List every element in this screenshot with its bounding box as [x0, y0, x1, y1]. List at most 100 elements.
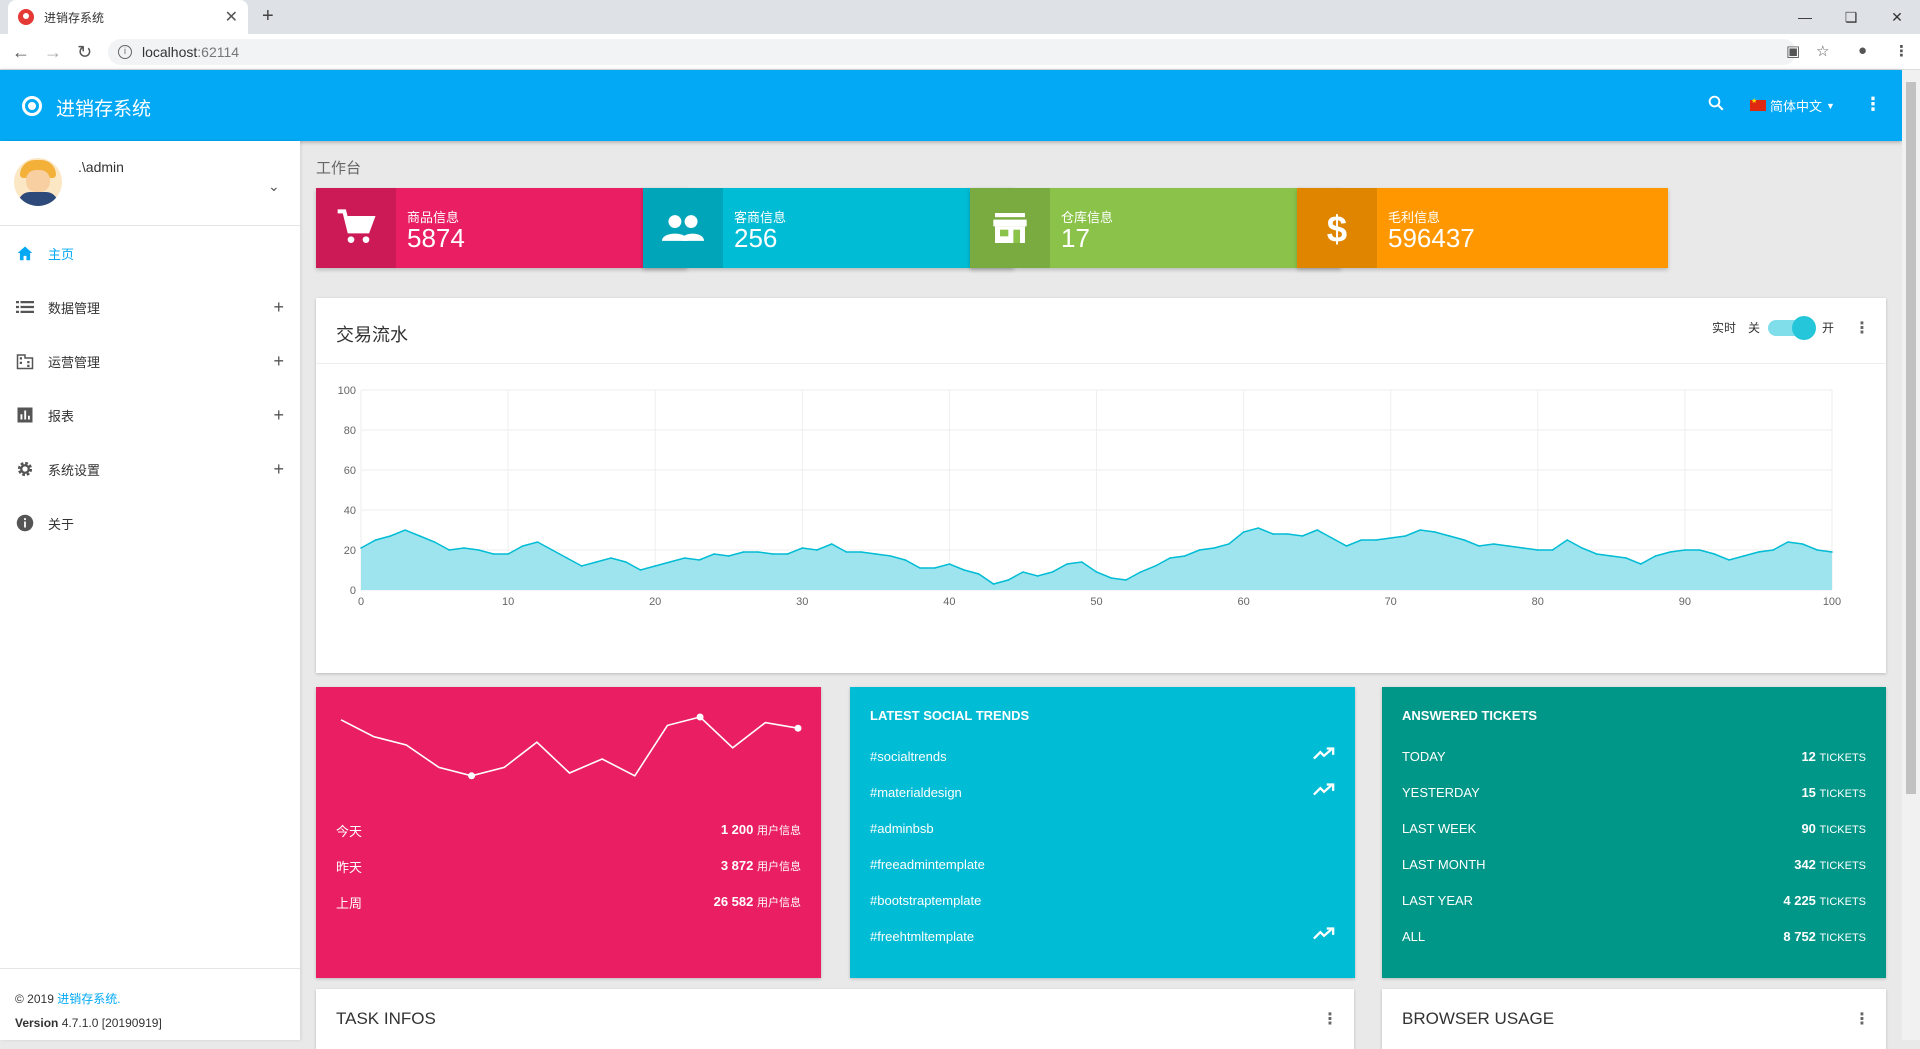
- svg-text:$: $: [1327, 208, 1347, 248]
- app-title[interactable]: 进销存系统: [56, 99, 152, 120]
- ticket-row-unit: TICKETS: [1819, 859, 1866, 872]
- daily-row-value: 1 200: [720, 822, 754, 837]
- expand-plus-icon[interactable]: +: [273, 404, 284, 425]
- data-point: [845, 551, 848, 553]
- data-point: [1125, 579, 1127, 581]
- trend-row[interactable]: #socialtrends: [870, 746, 1335, 766]
- data-point: [786, 553, 789, 555]
- trend-tag[interactable]: #materialdesign: [870, 784, 962, 800]
- data-point: [522, 545, 524, 547]
- user-info: .\admin ⌄: [0, 141, 300, 226]
- url-input[interactable]: i localhost:62114: [108, 39, 1796, 65]
- trend-row[interactable]: #freehtmltemplate: [870, 926, 1335, 946]
- trend-row[interactable]: #freeadmintemplate: [870, 854, 1335, 874]
- china-flag-icon: [1750, 97, 1766, 111]
- data-point: [360, 547, 362, 549]
- ticket-row: YESTERDAY 15 TICKETS: [1402, 782, 1866, 802]
- username: .\admin: [78, 159, 124, 175]
- expand-plus-icon[interactable]: +: [273, 458, 284, 479]
- card-menu-icon[interactable]: ⋮: [1854, 1011, 1870, 1028]
- forward-icon[interactable]: →: [44, 42, 62, 62]
- sidebar-item-1[interactable]: 数据管理 +: [0, 280, 300, 334]
- trend-tag[interactable]: #adminbsb: [870, 820, 934, 836]
- info-box-cart[interactable]: 商品信息 5874: [316, 188, 687, 268]
- trend-row[interactable]: #bootstraptemplate: [870, 890, 1335, 910]
- data-point: [757, 551, 759, 553]
- browser-menu-icon[interactable]: ⋮: [1894, 43, 1909, 60]
- footer-brand-link[interactable]: 进销存系统.: [57, 992, 121, 1006]
- realtime-on-label: 开: [1821, 321, 1834, 335]
- y-tick-label: 40: [344, 505, 356, 517]
- translate-icon[interactable]: ▣: [1786, 43, 1801, 60]
- transactions-title: 交易流水: [336, 325, 408, 345]
- new-tab-button[interactable]: +: [262, 5, 274, 27]
- trend-row[interactable]: #materialdesign: [870, 782, 1335, 802]
- profile-icon[interactable]: ●: [1858, 42, 1868, 59]
- data-point: [904, 559, 907, 561]
- data-point: [727, 555, 730, 557]
- data-point: [507, 553, 509, 555]
- data-point: [1360, 539, 1363, 541]
- daily-row-value-wrap: 1 200 用户信息: [721, 822, 801, 838]
- data-point: [1566, 539, 1569, 541]
- sidebar-item-0[interactable]: 主页: [0, 226, 300, 280]
- data-point: [1051, 571, 1054, 573]
- x-tick-label: 80: [1532, 596, 1544, 608]
- trend-tag[interactable]: #freeadmintemplate: [870, 856, 985, 872]
- scrollbar-thumb[interactable]: [1906, 82, 1916, 794]
- trend-row[interactable]: #adminbsb: [870, 818, 1335, 838]
- data-point: [1022, 571, 1024, 573]
- search-icon[interactable]: [1707, 94, 1725, 112]
- copyright: © 2019: [15, 992, 54, 1006]
- sidebar-item-5[interactable]: 关于: [0, 496, 300, 550]
- data-point: [1816, 549, 1819, 551]
- expand-plus-icon[interactable]: +: [273, 350, 284, 371]
- sidebar-item-2[interactable]: 运营管理 +: [0, 334, 300, 388]
- data-point: [1154, 565, 1157, 567]
- home-icon: [14, 244, 36, 262]
- language-select[interactable]: 简体中文 ▼: [1750, 96, 1835, 115]
- info-box-title: 仓库信息: [1061, 210, 1114, 225]
- reload-icon[interactable]: ↻: [77, 42, 93, 62]
- y-tick-label: 80: [344, 425, 356, 437]
- sidebar-item-4[interactable]: 系统设置 +: [0, 442, 300, 496]
- page-scrollbar[interactable]: [1902, 70, 1920, 1040]
- x-tick-label: 30: [796, 596, 808, 608]
- ticket-row-value: 15: [1801, 784, 1816, 800]
- chevron-down-icon[interactable]: ⌄: [268, 178, 280, 194]
- daily-row: 上周 26 582 用户信息: [336, 892, 801, 912]
- bookmark-star-icon[interactable]: ☆: [1816, 43, 1830, 60]
- data-point: [1345, 545, 1348, 547]
- trend-tag[interactable]: #bootstraptemplate: [870, 892, 982, 908]
- site-info-icon[interactable]: i: [118, 45, 132, 59]
- expand-plus-icon[interactable]: +: [273, 296, 284, 317]
- close-window-icon[interactable]: ✕: [1891, 8, 1903, 25]
- browser-tab[interactable]: 进销存系统 ✕: [8, 0, 248, 34]
- card-menu-icon[interactable]: ⋮: [1322, 1011, 1338, 1028]
- card-menu-icon[interactable]: ⋮: [1854, 320, 1870, 337]
- sidebar-item-3[interactable]: 报表 +: [0, 388, 300, 442]
- sparkline-point: [468, 772, 476, 780]
- info-box-store[interactable]: 仓库信息 17: [970, 188, 1341, 268]
- ticket-row-value: 342: [1794, 856, 1816, 872]
- x-tick-label: 100: [1823, 596, 1841, 608]
- ticket-row-unit: TICKETS: [1819, 787, 1866, 800]
- more-vert-icon[interactable]: ⋮: [1864, 94, 1882, 114]
- back-icon[interactable]: ←: [12, 42, 30, 62]
- data-point: [1507, 545, 1510, 547]
- info-box-people[interactable]: 客商信息 256: [643, 188, 1014, 268]
- ticket-row: LAST WEEK 90 TICKETS: [1402, 818, 1866, 838]
- close-tab-icon[interactable]: ✕: [224, 9, 238, 26]
- trend-tag[interactable]: #socialtrends: [870, 748, 947, 764]
- data-point: [1478, 545, 1480, 547]
- app-logo-icon: [22, 96, 42, 116]
- restore-icon[interactable]: ❏: [1844, 8, 1858, 25]
- trend-tag[interactable]: #freehtmltemplate: [870, 928, 975, 944]
- data-point: [1757, 551, 1760, 553]
- minimize-icon[interactable]: —: [1798, 9, 1812, 25]
- version-label: Version: [15, 1016, 59, 1030]
- gear-icon: [14, 460, 36, 478]
- answered-tickets-title: ANSWERED TICKETS: [1402, 708, 1538, 723]
- realtime-toggle[interactable]: [1767, 315, 1816, 340]
- info-box-dollar[interactable]: $ 毛利信息 596437: [1297, 188, 1668, 268]
